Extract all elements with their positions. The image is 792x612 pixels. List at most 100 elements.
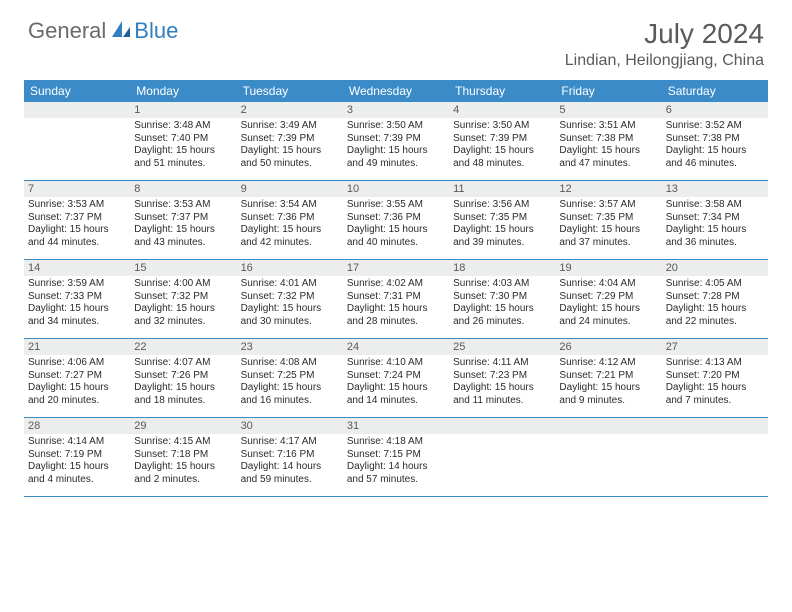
- daylight-line: Daylight: 15 hours and 39 minutes.: [453, 224, 551, 249]
- daylight-line: Daylight: 15 hours and 36 minutes.: [666, 224, 764, 249]
- calendar-day-cell: 25Sunrise: 4:11 AMSunset: 7:23 PMDayligh…: [449, 339, 555, 418]
- sunrise-line: Sunrise: 3:50 AM: [453, 120, 551, 133]
- day-number: 17: [343, 260, 449, 276]
- sunset-line: Sunset: 7:36 PM: [347, 212, 445, 225]
- sunset-line: Sunset: 7:23 PM: [453, 370, 551, 383]
- day-number: 5: [555, 102, 661, 118]
- calendar-week-row: 7Sunrise: 3:53 AMSunset: 7:37 PMDaylight…: [24, 181, 768, 260]
- calendar-day-cell: 2Sunrise: 3:49 AMSunset: 7:39 PMDaylight…: [237, 102, 343, 181]
- sunrise-line: Sunrise: 3:58 AM: [666, 199, 764, 212]
- day-number: 7: [24, 181, 130, 197]
- calendar-day-cell: [24, 102, 130, 181]
- logo-sail-icon: [110, 19, 132, 44]
- day-header: Wednesday: [343, 80, 449, 102]
- day-number: [449, 418, 555, 434]
- daylight-line: Daylight: 15 hours and 7 minutes.: [666, 382, 764, 407]
- sunset-line: Sunset: 7:38 PM: [666, 133, 764, 146]
- day-number: 19: [555, 260, 661, 276]
- sunrise-line: Sunrise: 4:15 AM: [134, 436, 232, 449]
- calendar-day-cell: 11Sunrise: 3:56 AMSunset: 7:35 PMDayligh…: [449, 181, 555, 260]
- day-number: 24: [343, 339, 449, 355]
- sunrise-line: Sunrise: 3:56 AM: [453, 199, 551, 212]
- daylight-line: Daylight: 15 hours and 42 minutes.: [241, 224, 339, 249]
- sunrise-line: Sunrise: 3:53 AM: [134, 199, 232, 212]
- calendar-day-cell: 21Sunrise: 4:06 AMSunset: 7:27 PMDayligh…: [24, 339, 130, 418]
- day-header: Saturday: [662, 80, 768, 102]
- calendar-week-row: 28Sunrise: 4:14 AMSunset: 7:19 PMDayligh…: [24, 418, 768, 497]
- calendar-day-cell: [555, 418, 661, 497]
- daylight-line: Daylight: 15 hours and 20 minutes.: [28, 382, 126, 407]
- calendar-day-cell: 24Sunrise: 4:10 AMSunset: 7:24 PMDayligh…: [343, 339, 449, 418]
- calendar-week-row: 14Sunrise: 3:59 AMSunset: 7:33 PMDayligh…: [24, 260, 768, 339]
- day-header: Friday: [555, 80, 661, 102]
- calendar-day-cell: 27Sunrise: 4:13 AMSunset: 7:20 PMDayligh…: [662, 339, 768, 418]
- day-number: 25: [449, 339, 555, 355]
- day-number: 8: [130, 181, 236, 197]
- sunrise-line: Sunrise: 4:12 AM: [559, 357, 657, 370]
- calendar-week-row: 21Sunrise: 4:06 AMSunset: 7:27 PMDayligh…: [24, 339, 768, 418]
- daylight-line: Daylight: 15 hours and 4 minutes.: [28, 461, 126, 486]
- daylight-line: Daylight: 15 hours and 16 minutes.: [241, 382, 339, 407]
- day-content: Sunrise: 4:18 AMSunset: 7:15 PMDaylight:…: [343, 434, 449, 496]
- logo-text-blue: Blue: [134, 18, 178, 44]
- sunrise-line: Sunrise: 4:11 AM: [453, 357, 551, 370]
- daylight-line: Daylight: 15 hours and 34 minutes.: [28, 303, 126, 328]
- calendar-day-cell: 4Sunrise: 3:50 AMSunset: 7:39 PMDaylight…: [449, 102, 555, 181]
- sunrise-line: Sunrise: 3:54 AM: [241, 199, 339, 212]
- sunrise-line: Sunrise: 4:00 AM: [134, 278, 232, 291]
- logo-text-general: General: [28, 18, 106, 44]
- day-number: 22: [130, 339, 236, 355]
- sunrise-line: Sunrise: 4:07 AM: [134, 357, 232, 370]
- day-content: Sunrise: 3:54 AMSunset: 7:36 PMDaylight:…: [237, 197, 343, 259]
- sunrise-line: Sunrise: 3:53 AM: [28, 199, 126, 212]
- daylight-line: Daylight: 15 hours and 32 minutes.: [134, 303, 232, 328]
- sunset-line: Sunset: 7:38 PM: [559, 133, 657, 146]
- calendar-day-cell: 6Sunrise: 3:52 AMSunset: 7:38 PMDaylight…: [662, 102, 768, 181]
- day-content: Sunrise: 3:56 AMSunset: 7:35 PMDaylight:…: [449, 197, 555, 259]
- sunset-line: Sunset: 7:37 PM: [134, 212, 232, 225]
- logo: General Blue: [28, 18, 178, 44]
- day-content: Sunrise: 3:53 AMSunset: 7:37 PMDaylight:…: [130, 197, 236, 259]
- day-content: Sunrise: 4:01 AMSunset: 7:32 PMDaylight:…: [237, 276, 343, 338]
- day-content: Sunrise: 4:14 AMSunset: 7:19 PMDaylight:…: [24, 434, 130, 496]
- daylight-line: Daylight: 15 hours and 47 minutes.: [559, 145, 657, 170]
- day-number: [662, 418, 768, 434]
- day-number: 13: [662, 181, 768, 197]
- calendar-day-cell: [449, 418, 555, 497]
- calendar-day-cell: 12Sunrise: 3:57 AMSunset: 7:35 PMDayligh…: [555, 181, 661, 260]
- day-number: 1: [130, 102, 236, 118]
- calendar-day-cell: 29Sunrise: 4:15 AMSunset: 7:18 PMDayligh…: [130, 418, 236, 497]
- sunrise-line: Sunrise: 4:01 AM: [241, 278, 339, 291]
- day-content: Sunrise: 3:58 AMSunset: 7:34 PMDaylight:…: [662, 197, 768, 259]
- day-content: Sunrise: 3:51 AMSunset: 7:38 PMDaylight:…: [555, 118, 661, 180]
- header: General Blue July 2024 Lindian, Heilongj…: [0, 0, 792, 76]
- daylight-line: Daylight: 15 hours and 44 minutes.: [28, 224, 126, 249]
- calendar-day-cell: 31Sunrise: 4:18 AMSunset: 7:15 PMDayligh…: [343, 418, 449, 497]
- daylight-line: Daylight: 15 hours and 30 minutes.: [241, 303, 339, 328]
- sunset-line: Sunset: 7:32 PM: [241, 291, 339, 304]
- day-number: 15: [130, 260, 236, 276]
- daylight-line: Daylight: 14 hours and 59 minutes.: [241, 461, 339, 486]
- day-number: 10: [343, 181, 449, 197]
- day-content: Sunrise: 3:53 AMSunset: 7:37 PMDaylight:…: [24, 197, 130, 259]
- calendar-day-cell: 18Sunrise: 4:03 AMSunset: 7:30 PMDayligh…: [449, 260, 555, 339]
- daylight-line: Daylight: 15 hours and 43 minutes.: [134, 224, 232, 249]
- title-block: July 2024 Lindian, Heilongjiang, China: [565, 18, 764, 70]
- day-number: 20: [662, 260, 768, 276]
- daylight-line: Daylight: 15 hours and 48 minutes.: [453, 145, 551, 170]
- sunset-line: Sunset: 7:31 PM: [347, 291, 445, 304]
- day-content: Sunrise: 4:03 AMSunset: 7:30 PMDaylight:…: [449, 276, 555, 338]
- sunset-line: Sunset: 7:27 PM: [28, 370, 126, 383]
- daylight-line: Daylight: 15 hours and 24 minutes.: [559, 303, 657, 328]
- day-number: 12: [555, 181, 661, 197]
- day-number: 26: [555, 339, 661, 355]
- sunrise-line: Sunrise: 4:18 AM: [347, 436, 445, 449]
- day-number: 6: [662, 102, 768, 118]
- calendar-day-cell: 22Sunrise: 4:07 AMSunset: 7:26 PMDayligh…: [130, 339, 236, 418]
- daylight-line: Daylight: 15 hours and 46 minutes.: [666, 145, 764, 170]
- calendar-day-cell: [662, 418, 768, 497]
- day-content: Sunrise: 3:57 AMSunset: 7:35 PMDaylight:…: [555, 197, 661, 259]
- calendar-day-cell: 3Sunrise: 3:50 AMSunset: 7:39 PMDaylight…: [343, 102, 449, 181]
- sunset-line: Sunset: 7:40 PM: [134, 133, 232, 146]
- sunrise-line: Sunrise: 4:13 AM: [666, 357, 764, 370]
